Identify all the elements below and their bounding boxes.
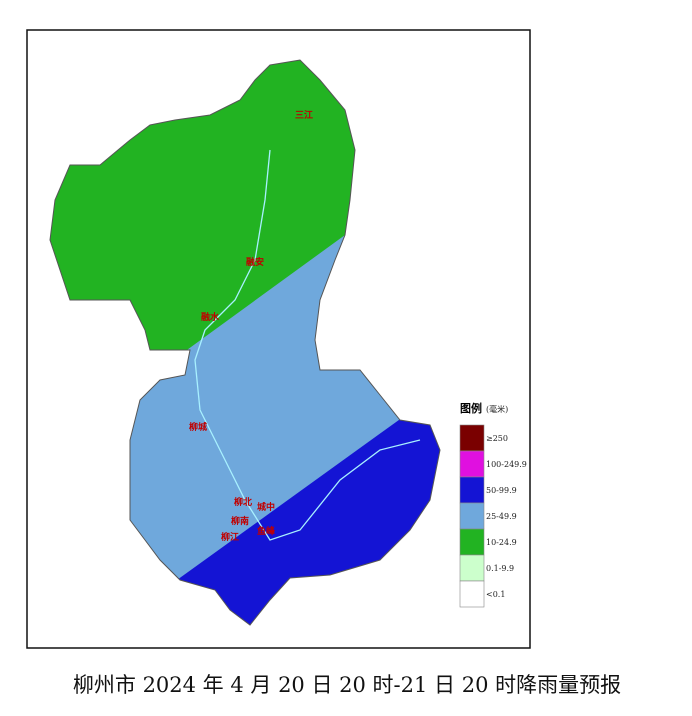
- legend-swatch: [459, 424, 485, 452]
- river: [194, 149, 421, 541]
- legend-swatch: [459, 554, 485, 582]
- legend-swatch: [459, 502, 485, 530]
- legend-label: 100-249.9: [486, 460, 527, 469]
- legend-label: 25-49.9: [486, 512, 517, 521]
- place-label: 柳江: [221, 531, 239, 543]
- place-label: 柳北: [234, 496, 252, 508]
- legend-swatch: [459, 580, 485, 608]
- legend-label: 50-99.9: [486, 486, 517, 495]
- caption: 柳州市 2024 年 4 月 20 日 20 时-21 日 20 时降雨量预报: [73, 673, 621, 697]
- place-label: 鱼峰: [257, 525, 276, 537]
- place-label: 融安: [246, 256, 264, 268]
- legend-swatch: [459, 528, 485, 556]
- legend-swatch: [459, 450, 485, 478]
- legend-label: 0.1-9.9: [486, 564, 514, 573]
- city-outline: [49, 59, 441, 626]
- place-label: 柳南: [231, 515, 249, 527]
- legend: 图例 (毫米) ≥250 100-249.9 50-99.9 25-49.9 10-24…: [459, 401, 527, 608]
- legend-label: <0.1: [486, 590, 505, 599]
- legend-unit: (毫米): [486, 404, 508, 414]
- legend-title: 图例: [460, 401, 482, 415]
- legend-label: ≥250: [486, 434, 508, 443]
- place-label: 柳城: [189, 421, 207, 433]
- place-label: 融水: [201, 311, 220, 323]
- legend-swatch: [459, 476, 485, 504]
- place-label: 三江: [295, 109, 313, 121]
- place-label: 城中: [257, 501, 275, 513]
- legend-label: 10-24.9: [486, 538, 517, 547]
